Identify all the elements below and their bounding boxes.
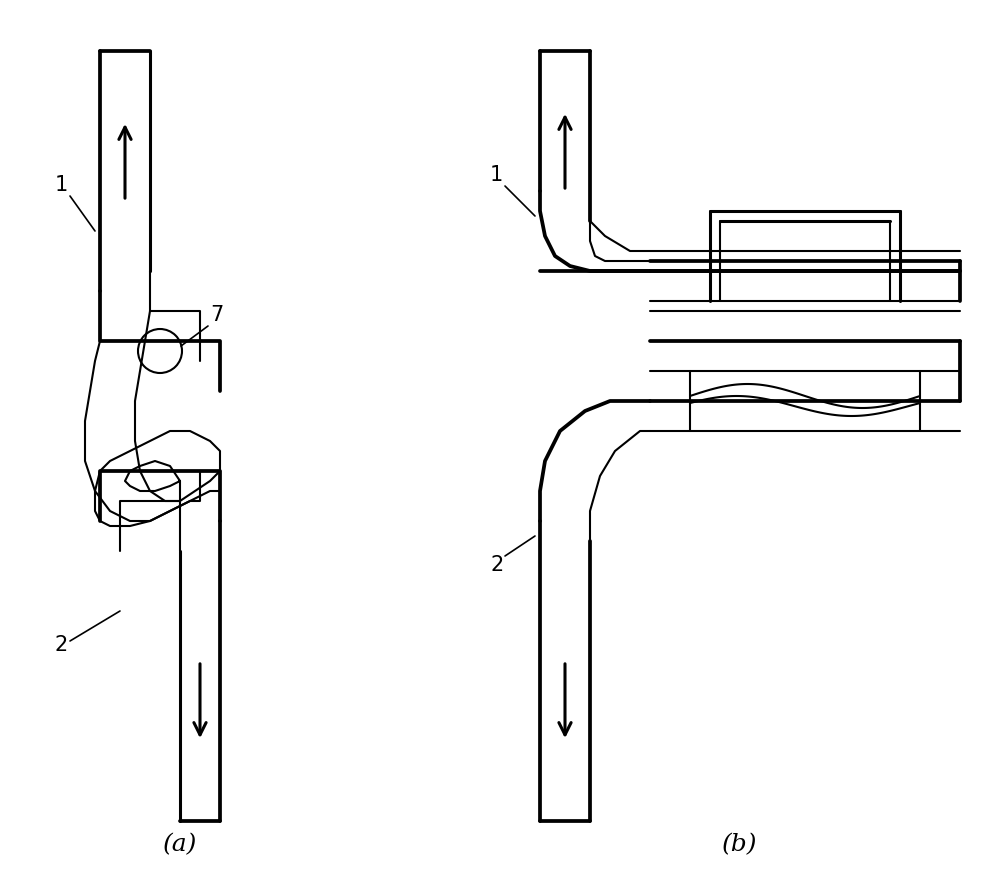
- Text: (a): (a): [163, 833, 197, 856]
- Text: 1: 1: [490, 165, 503, 185]
- Text: 2: 2: [55, 635, 68, 655]
- Text: 1: 1: [55, 175, 68, 195]
- Text: (b): (b): [722, 833, 758, 856]
- Text: 7: 7: [210, 305, 223, 325]
- Text: 2: 2: [490, 555, 503, 575]
